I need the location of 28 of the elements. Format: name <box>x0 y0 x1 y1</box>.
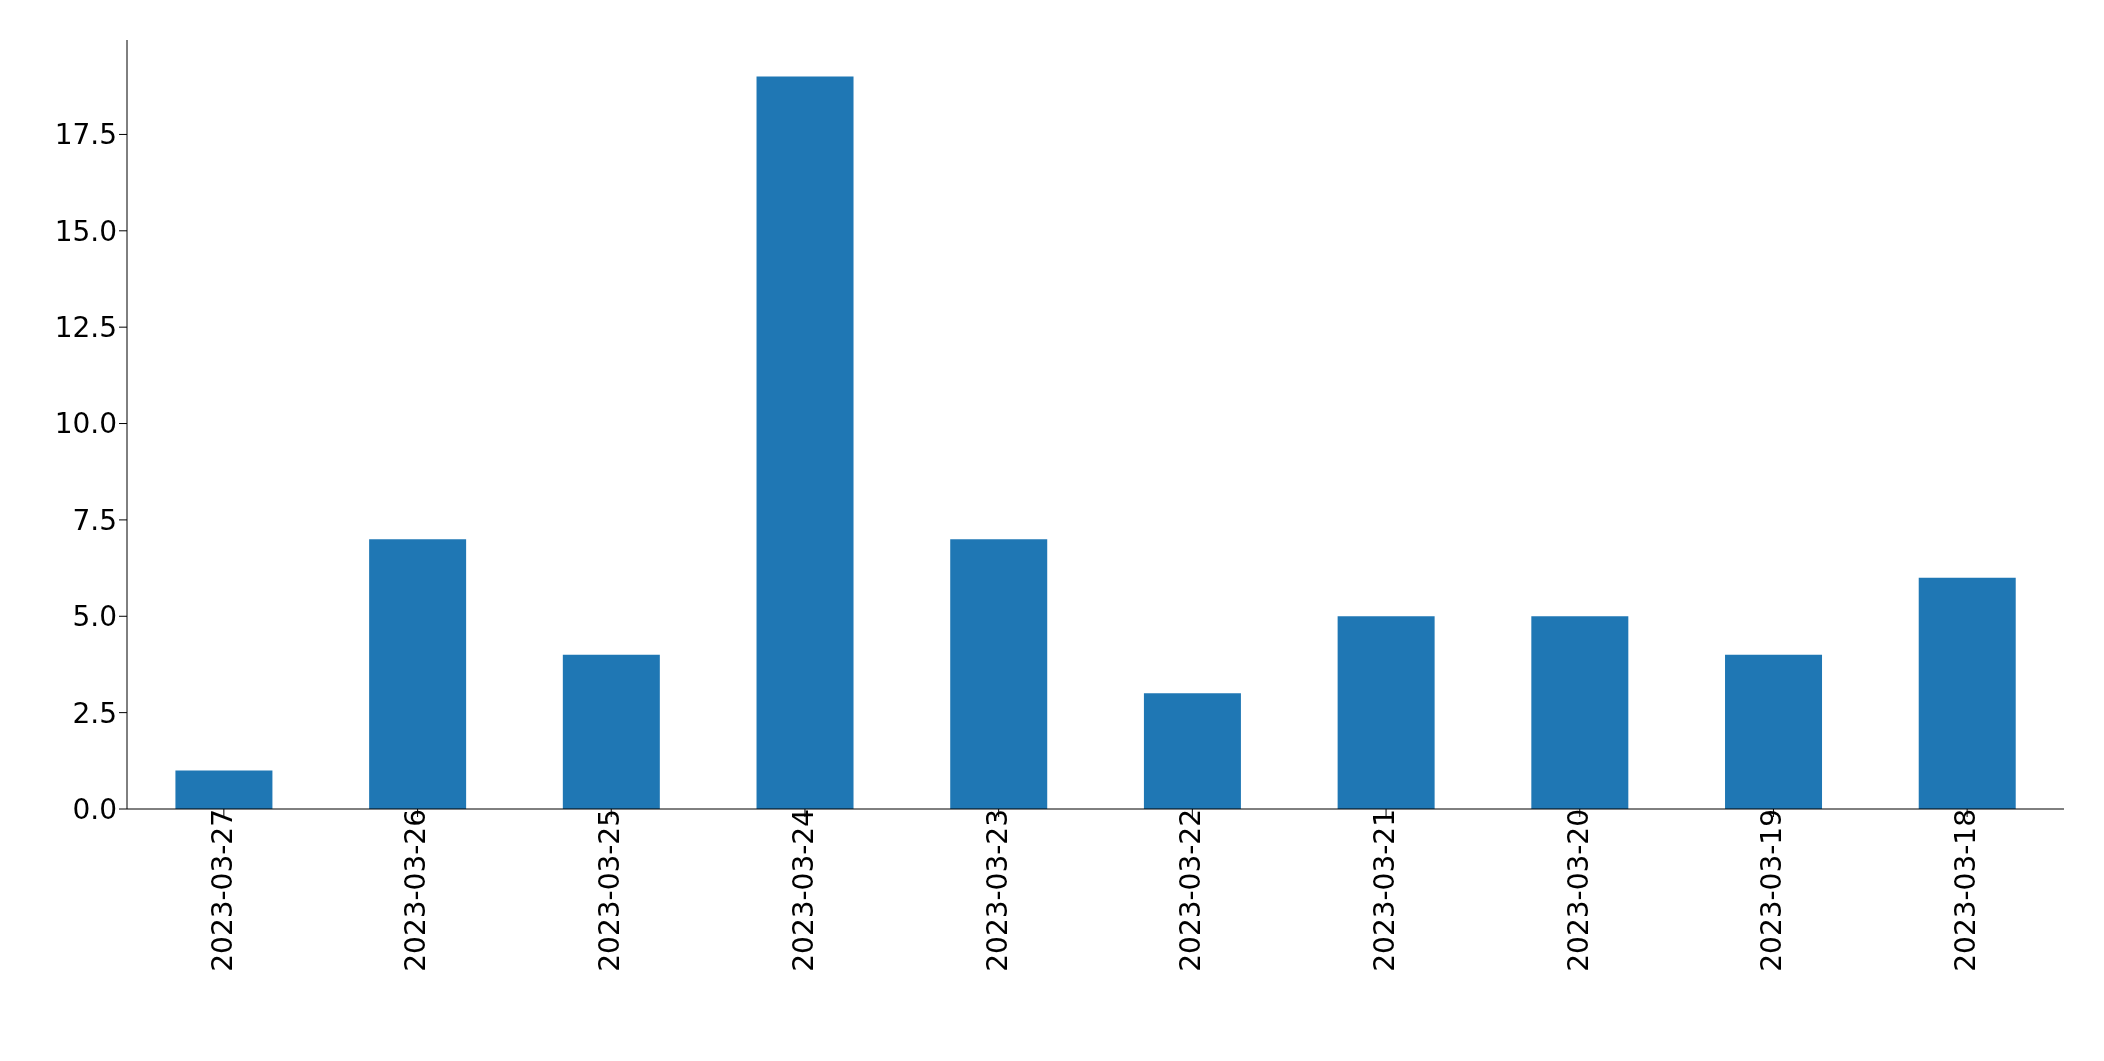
bar <box>1143 693 1241 809</box>
bar <box>562 654 660 809</box>
y-tick-label: 7.5 <box>72 503 117 537</box>
bar <box>1337 616 1435 809</box>
y-tick-label: 15.0 <box>54 214 117 248</box>
x-tick-label: 2023-03-20 <box>1561 809 1595 972</box>
bar <box>1531 616 1629 809</box>
bar <box>950 539 1048 809</box>
x-tick-label: 2023-03-27 <box>205 809 239 972</box>
y-tick-label: 5.0 <box>72 600 117 634</box>
y-tick-label: 12.5 <box>54 311 117 345</box>
x-tick-label: 2023-03-22 <box>1174 809 1208 972</box>
y-tick-label: 0.0 <box>72 792 117 826</box>
y-tick-label: 17.5 <box>54 118 117 152</box>
x-tick-label: 2023-03-23 <box>980 809 1014 972</box>
x-tick-label: 2023-03-18 <box>1949 809 1983 972</box>
bar <box>369 539 467 809</box>
bar <box>1725 654 1823 809</box>
x-tick-label: 2023-03-25 <box>593 809 627 972</box>
x-tick-label: 2023-03-19 <box>1755 809 1789 972</box>
y-tick-label: 10.0 <box>54 407 117 441</box>
x-tick-label: 2023-03-21 <box>1367 809 1401 972</box>
x-tick-label: 2023-03-24 <box>786 809 820 972</box>
x-tick-label: 2023-03-26 <box>399 809 433 972</box>
bar <box>756 76 854 809</box>
bar <box>175 770 273 809</box>
y-tick-label: 2.5 <box>72 696 117 730</box>
bar <box>1918 577 2016 809</box>
